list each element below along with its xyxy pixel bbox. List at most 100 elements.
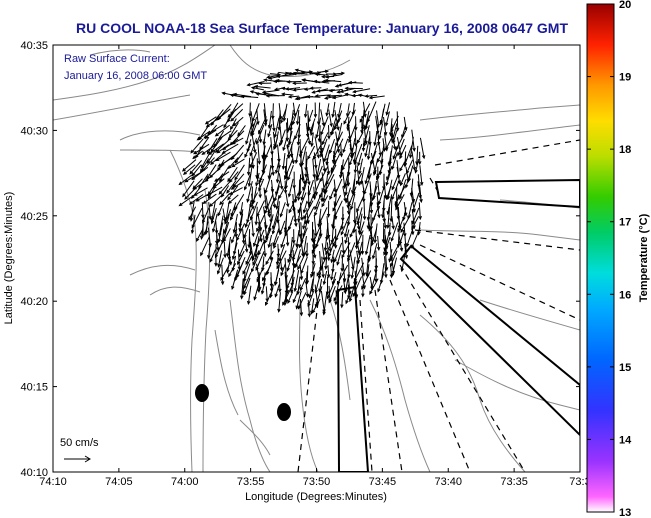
current-vector-head [245,260,249,266]
current-vector [257,214,262,231]
current-vector [377,138,382,156]
current-vector [200,236,210,256]
current-vector-head [392,155,396,160]
current-vector [353,88,371,93]
current-vector-head [211,228,216,233]
current-vector-head [231,256,236,261]
current-vector [356,131,364,144]
current-vector [395,194,400,207]
current-vector [236,223,246,241]
current-vector [232,242,238,260]
current-vector-head [383,224,388,230]
current-vector [417,181,422,199]
current-vector-head [352,293,356,298]
current-vector [249,241,254,260]
current-vector [329,187,336,200]
current-vector [371,228,377,246]
current-vector [292,102,296,117]
current-vector [248,166,253,187]
current-vector-head [251,257,255,262]
current-vector [390,250,398,267]
current-vector-head [256,121,260,126]
current-vector [265,250,274,265]
current-vector [316,117,322,138]
current-vector-head [340,71,346,76]
current-vector [290,276,295,293]
current-vector-head [230,117,235,122]
current-vector [280,234,286,248]
current-vector [282,136,288,151]
current-vector [376,202,380,218]
current-vector [225,201,230,221]
current-vector [297,192,307,213]
current-vector [327,265,330,278]
current-vector-head [230,239,235,244]
current-vector-head [322,281,327,286]
current-vector-head [369,209,374,214]
current-vector [320,290,325,313]
current-vector [299,137,309,154]
current-vector-head [258,81,263,86]
current-vector [305,284,309,297]
current-vector [365,115,370,130]
current-vector-head [343,233,348,238]
plot-area [53,45,580,472]
current-vector-head [204,120,209,125]
current-vector [348,151,356,166]
current-vector [308,109,314,122]
current-vector [222,138,239,150]
current-vector [326,278,337,299]
current-vector [256,214,265,232]
current-vector [203,129,217,139]
current-vector-head [257,160,262,165]
current-vector [287,116,294,131]
current-vector [329,88,343,92]
y-axis-label: Latitude (Degrees:Minutes) [3,192,15,325]
current-vector-head [386,224,390,230]
current-vector [314,136,320,158]
current-vector-head [272,204,277,209]
current-vector [305,271,308,285]
current-vector-head [231,163,236,168]
current-vector-head [201,151,206,155]
current-vector-head [232,122,237,127]
current-vector [245,208,253,228]
current-vector-head [250,86,256,90]
current-vector-head [231,285,235,291]
current-vector-head [300,216,304,222]
current-vector [361,257,365,276]
current-vector [275,180,281,195]
current-vector [389,222,391,236]
radar-sectors [336,178,580,472]
current-vector-head [313,114,318,119]
current-vector [348,186,357,207]
current-vector-head [333,188,337,194]
current-vector-head [217,238,221,244]
current-vector-head [230,216,234,221]
current-vector-head [210,220,215,225]
current-vector-head [329,123,333,128]
current-vector [227,129,238,141]
current-vector [369,95,385,99]
current-vector [215,138,231,153]
current-vector-head [377,288,381,293]
current-vector-head [190,149,195,154]
current-vector-head [275,205,279,210]
current-vector [327,125,330,139]
current-vector-head [330,276,334,281]
current-vector-head [354,142,358,147]
current-vector [287,243,295,263]
current-vector-head [294,159,299,165]
current-vector-head [264,205,268,210]
current-vector-head [343,120,347,125]
current-vector [297,292,307,309]
current-vector [258,178,265,191]
current-vector [286,130,293,149]
current-vector-head [371,255,376,260]
current-vector-head [301,78,306,82]
current-vector [354,279,358,298]
current-vector-head [292,240,296,245]
current-vector [231,180,245,190]
current-vector-head [246,198,250,203]
current-vector [231,144,245,160]
